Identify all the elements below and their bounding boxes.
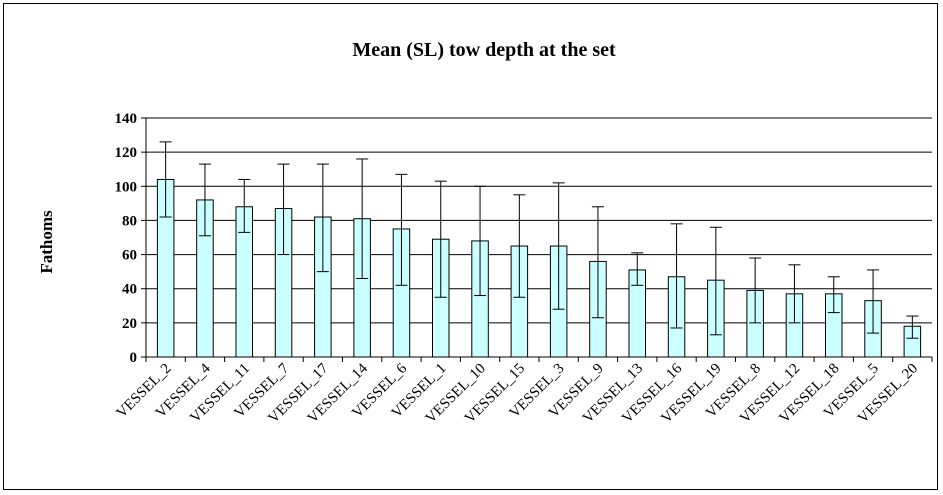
y-tick-label: 140 — [115, 111, 138, 127]
bar-layer — [156, 178, 922, 358]
error-bar-VESSEL_6 — [395, 173, 408, 286]
error-bar-VESSEL_12 — [788, 264, 801, 324]
error-bar-VESSEL_19 — [709, 226, 722, 336]
y-tick-label: 40 — [122, 282, 137, 298]
error-bar-VESSEL_10 — [474, 185, 487, 297]
error-bar-VESSEL_1 — [434, 180, 447, 298]
error-bar-VESSEL_17 — [316, 163, 329, 273]
chart-title: Mean (SL) tow depth at the set — [352, 39, 616, 61]
error-bar-VESSEL_13 — [631, 252, 644, 286]
error-bar-VESSEL_2 — [159, 141, 172, 218]
y-tick-label: 120 — [115, 145, 138, 161]
error-bar-VESSEL_9 — [591, 206, 604, 319]
grid-layer — [146, 117, 932, 324]
axis-layer — [141, 117, 933, 362]
y-tick-label: 0 — [130, 350, 138, 366]
error-bar-VESSEL_14 — [356, 158, 369, 279]
error-bar-VESSEL_20 — [906, 315, 919, 339]
y-axis-label: Fathoms — [37, 210, 56, 274]
y-tick-labels: 0 20 40 60 80 100 120 140 — [115, 111, 138, 366]
chart-frame: Mean (SL) tow depth at the set Fathoms 0… — [3, 3, 938, 490]
error-bar-VESSEL_16 — [670, 223, 683, 329]
error-bar-VESSEL_18 — [827, 276, 840, 314]
y-tick-label: 20 — [122, 316, 137, 332]
x-tick-labels: VESSEL_2VESSEL_4VESSEL_11VESSEL_7VESSEL_… — [114, 360, 922, 426]
error-bar-VESSEL_4 — [198, 163, 211, 237]
error-bar-VESSEL_5 — [867, 269, 880, 334]
error-bar-layer — [159, 141, 919, 339]
error-bar-VESSEL_3 — [552, 182, 565, 310]
error-bar-VESSEL_11 — [238, 178, 251, 233]
error-bar-VESSEL_8 — [749, 257, 762, 324]
error-bar-VESSEL_7 — [277, 163, 290, 256]
chart-svg: Mean (SL) tow depth at the set Fathoms 0… — [37, 39, 933, 427]
y-tick-label: 100 — [115, 179, 138, 195]
y-tick-label: 60 — [122, 248, 137, 264]
error-bar-VESSEL_15 — [513, 194, 526, 298]
y-tick-label: 80 — [122, 213, 137, 229]
